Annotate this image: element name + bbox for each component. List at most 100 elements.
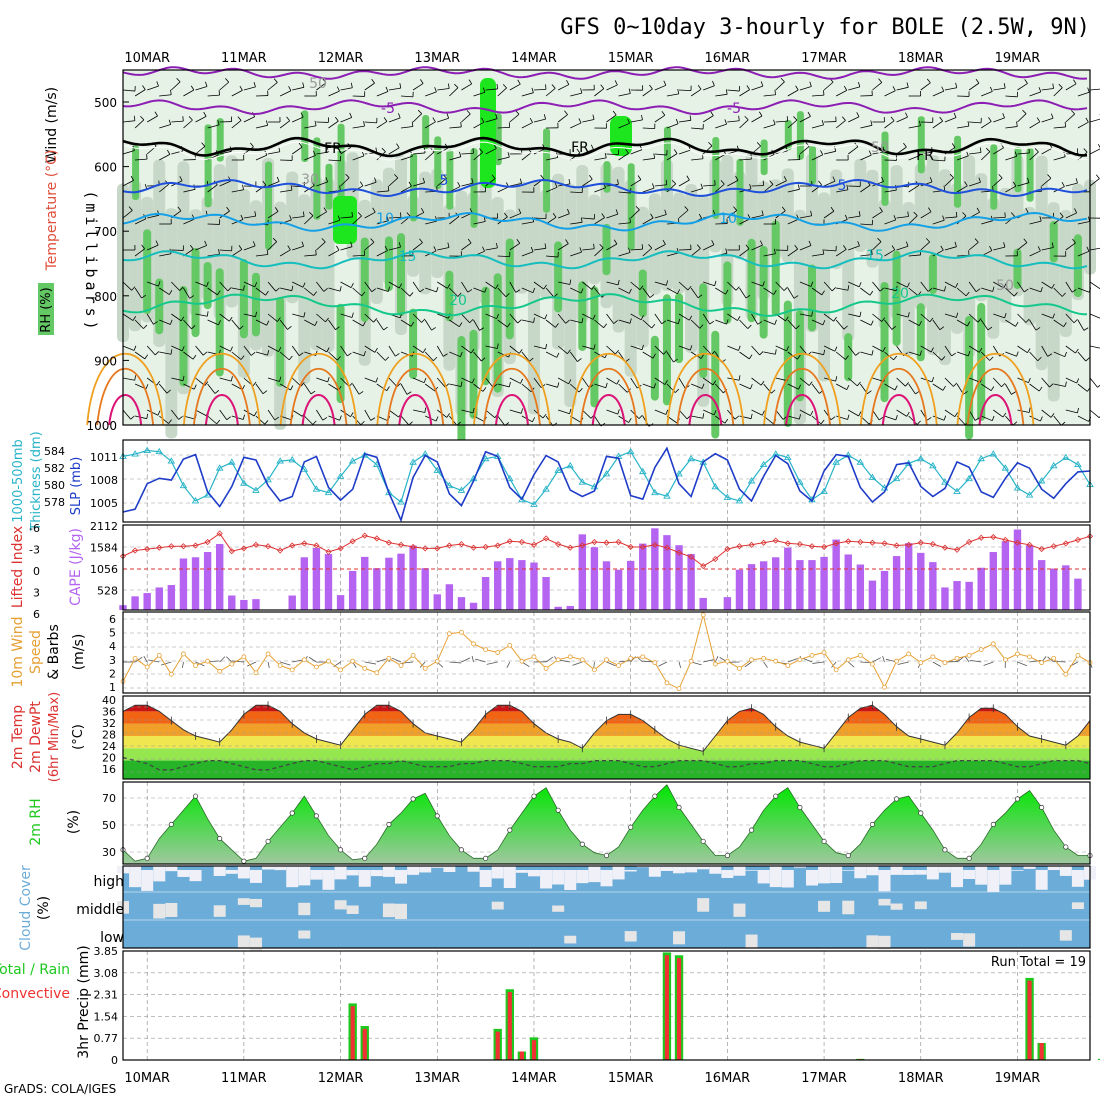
wind-speed-point: [386, 655, 392, 661]
wind-barb: [856, 112, 860, 117]
thickness-point: [131, 450, 139, 457]
wind-barb: [1085, 117, 1089, 123]
cloud-gap-middle: [1071, 902, 1084, 910]
cloud-gap-high: [733, 866, 746, 876]
rh-green-region: [179, 286, 188, 387]
wind-barb-10m: [593, 661, 595, 669]
wind-barb: [122, 150, 135, 155]
wind-barb: [279, 376, 282, 382]
cloud-gap-high: [527, 870, 540, 877]
wind-barb: [485, 148, 497, 155]
wind-barb: [799, 215, 812, 219]
wind-barb: [1063, 322, 1067, 327]
li-line: [122, 532, 1091, 567]
cloud-unit-label: (%): [36, 896, 52, 920]
li-point: [180, 543, 187, 550]
wind-barb: [267, 181, 280, 187]
wind-barb: [858, 81, 861, 88]
precip-unit-label: 3hr Precip (mm): [76, 945, 92, 1058]
wind-barb: [546, 255, 559, 258]
wind-barb: [280, 287, 292, 292]
wind-barb: [226, 206, 230, 212]
wind-barb: [953, 112, 957, 118]
wind-barb: [497, 126, 510, 129]
wind-barb: [275, 287, 280, 292]
wind-barb: [630, 179, 642, 187]
wind-barb: [412, 345, 424, 354]
wind-barb: [641, 344, 644, 350]
wind-barb: [678, 409, 688, 420]
rh-green-region: [132, 145, 140, 201]
wind-barb: [606, 281, 619, 286]
cape-bar: [723, 597, 732, 610]
wind-barb: [518, 349, 523, 354]
wind-barb: [1041, 313, 1053, 319]
cloud-gap-middle: [298, 902, 311, 916]
wind-barb: [1047, 353, 1053, 357]
wind-barb: [787, 218, 799, 225]
rh-bright-region: [480, 78, 496, 188]
wind-barb: [811, 94, 824, 97]
wind-barb: [881, 317, 886, 322]
wind-barb: [243, 86, 256, 91]
wind-barb: [618, 93, 631, 97]
date-tick-label: 14MAR: [511, 51, 557, 66]
wind-barb: [630, 377, 638, 389]
wind-barb: [615, 209, 619, 215]
wind-barb: [230, 346, 233, 352]
wind-barb: [811, 383, 820, 394]
cloud-gap-high: [600, 870, 613, 887]
wind-barb: [396, 143, 400, 149]
wind-barb: [650, 213, 654, 219]
temp2m-label-2: 2m DewPt: [28, 701, 44, 773]
wind-barb: [638, 414, 643, 419]
cloud-gap-high: [926, 866, 939, 880]
temp-contour-30: [386, 367, 445, 426]
wind-barb: [569, 279, 572, 285]
wind-barb: [781, 206, 786, 212]
cloud-gap-high: [685, 866, 698, 873]
li-point: [857, 538, 864, 546]
wind-barb: [147, 281, 159, 287]
temp-band: [123, 760, 1090, 779]
li-point: [881, 540, 888, 547]
rh-mid-region: [685, 184, 698, 354]
wind-barb: [388, 409, 399, 418]
wind-barb: [992, 286, 995, 292]
wind-barb: [279, 319, 288, 330]
wind-barb: [932, 383, 944, 391]
wind-barb: [678, 377, 686, 389]
li-point: [1050, 543, 1057, 550]
li-point: [264, 543, 272, 550]
wind-barb: [449, 287, 459, 297]
wind-barb: [292, 86, 305, 91]
wind-barb: [771, 389, 776, 394]
wind-barb: [702, 115, 714, 123]
cloud-gap-low: [298, 930, 311, 939]
rh-green-region: [505, 238, 514, 340]
wind-barb: [388, 117, 401, 123]
wind-barb: [835, 90, 847, 97]
cape-bar: [494, 561, 502, 610]
wind-barb: [364, 82, 375, 91]
li-point: [1038, 546, 1045, 553]
wind-barb: [325, 317, 329, 323]
wind-barb: [896, 245, 909, 251]
thickness-point: [578, 478, 587, 485]
wind-barb: [944, 377, 954, 387]
wind-barb: [406, 391, 412, 395]
cloud-gap-low: [866, 935, 879, 949]
wind-barb: [388, 147, 400, 155]
li-point: [434, 545, 441, 552]
temp-band: [123, 748, 1090, 761]
wind-barb-10m: [787, 658, 798, 663]
wind-barb: [932, 249, 944, 257]
cape-bar: [324, 554, 333, 610]
cloud-gap-high: [1035, 870, 1048, 890]
wind-barb: [1065, 409, 1078, 414]
wind-speed-point: [289, 667, 295, 673]
pressure-tick-label: 600: [94, 161, 117, 175]
wind-barb: [219, 180, 231, 187]
wind-barb: [496, 83, 498, 90]
thickness-tick-label: 582: [44, 462, 65, 475]
